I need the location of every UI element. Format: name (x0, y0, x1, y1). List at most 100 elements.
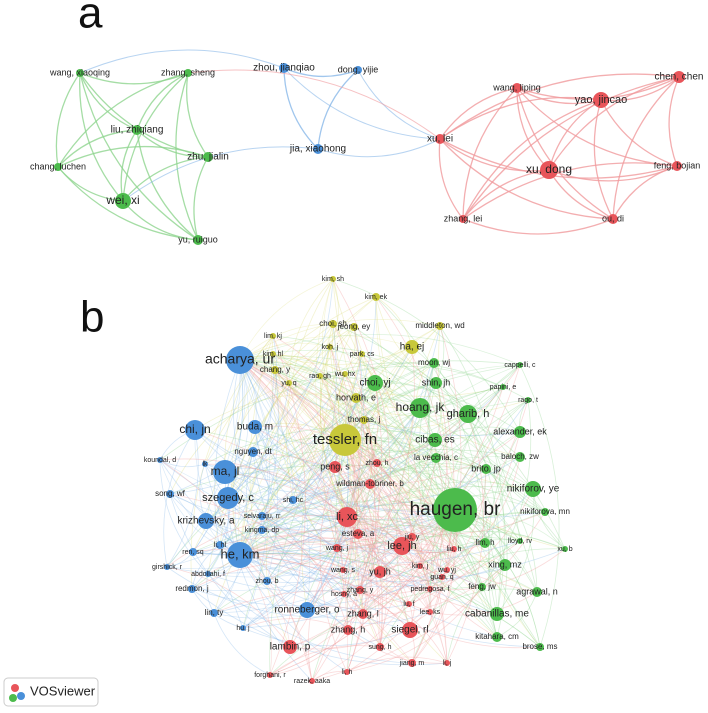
node (444, 567, 450, 573)
edge (239, 359, 378, 464)
edge (185, 72, 209, 158)
edge (346, 511, 546, 535)
edge (239, 523, 486, 556)
node (429, 358, 439, 368)
edge (289, 536, 413, 648)
node (481, 464, 491, 474)
edge (272, 353, 431, 590)
edge (169, 382, 376, 495)
node (166, 490, 174, 498)
edge (254, 426, 541, 648)
edge (434, 426, 521, 441)
edge (593, 99, 614, 220)
edge (191, 544, 221, 590)
node-label: agrawal, n (516, 586, 558, 596)
edge (338, 397, 357, 518)
node-label: xu, lei (427, 134, 453, 145)
node (490, 607, 504, 621)
node-label: xing, mz (488, 559, 522, 569)
edge (283, 67, 319, 150)
edge (375, 296, 486, 544)
node-label: zhang, sheng (161, 67, 215, 77)
edge (292, 382, 376, 501)
edge (219, 544, 566, 582)
edge (239, 359, 436, 441)
node-label: wu, yj (437, 567, 456, 574)
edge (242, 362, 435, 629)
edge (467, 413, 508, 638)
node (350, 323, 358, 331)
node (673, 71, 685, 83)
node-label: shin, jh (422, 377, 451, 387)
edge (668, 76, 680, 167)
edge (441, 468, 487, 578)
edge (311, 509, 456, 682)
edge (519, 364, 560, 648)
edge (344, 439, 443, 578)
edge (239, 359, 349, 631)
node-label: xu, dong (526, 162, 572, 176)
node (76, 69, 84, 77)
edge (57, 129, 138, 168)
edge (344, 439, 366, 631)
edge (346, 586, 483, 673)
node (341, 591, 347, 597)
edge (239, 296, 377, 556)
edge (239, 362, 435, 556)
edge (239, 359, 381, 648)
node-label: yu, q (281, 380, 296, 387)
edge (159, 459, 456, 521)
node-label: nikiforova, mn (520, 507, 570, 516)
edge (355, 397, 521, 458)
node (360, 416, 368, 424)
edge (411, 540, 521, 664)
node (402, 622, 418, 638)
edge (292, 499, 359, 535)
node (517, 538, 523, 544)
edge (239, 359, 483, 588)
edge (213, 535, 521, 614)
edge (357, 69, 441, 140)
node-label: koundal, d (144, 457, 176, 464)
edge (344, 439, 506, 566)
edge (344, 439, 431, 590)
node (283, 640, 297, 654)
edge (194, 429, 456, 512)
edge (462, 162, 678, 220)
edge (266, 542, 455, 582)
edge (600, 76, 680, 102)
edge (320, 346, 348, 518)
edge (467, 413, 546, 513)
edge (532, 488, 566, 550)
edge (239, 349, 437, 384)
edge (239, 359, 269, 629)
edge (239, 359, 345, 595)
edge (122, 146, 319, 202)
edge (239, 468, 487, 556)
edge (516, 87, 602, 105)
node (431, 453, 441, 463)
edge (191, 509, 456, 591)
edge (322, 326, 355, 549)
node-label: sung, h (369, 644, 392, 651)
edge (362, 564, 506, 615)
logo-text: VOSviewer (30, 683, 96, 698)
node (115, 193, 131, 209)
edge (192, 516, 348, 556)
node-label: yu, jh (369, 566, 391, 576)
edge (238, 382, 290, 556)
node (500, 384, 506, 390)
edge (239, 553, 361, 591)
node (353, 529, 363, 539)
node (436, 322, 444, 330)
edge (419, 364, 521, 409)
node-label: jia, xiaohong (289, 144, 346, 155)
edge (311, 382, 383, 682)
edge (274, 369, 381, 648)
edge (239, 359, 448, 664)
edge (254, 426, 345, 595)
edge (355, 346, 413, 399)
node-label: kim, hl (263, 351, 284, 358)
node-label: middleton, wd (415, 321, 464, 330)
edge (357, 439, 436, 535)
